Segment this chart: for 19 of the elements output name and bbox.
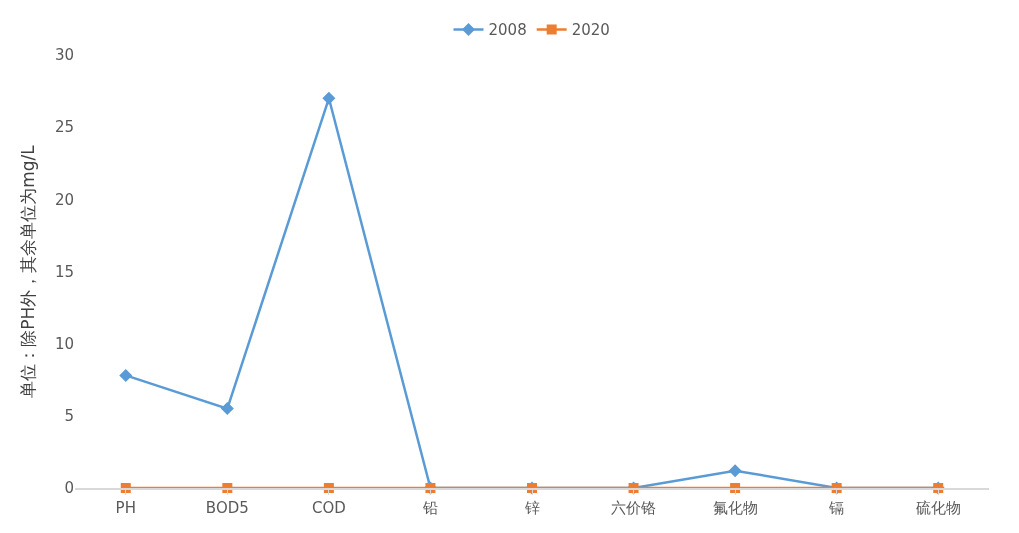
y-tick-label: 5 (64, 407, 74, 426)
y-tick-label: 30 (54, 46, 74, 65)
x-tick-label: 铅 (421, 498, 438, 517)
legend-label: 2008 (488, 21, 527, 40)
legend-label: 2020 (571, 21, 610, 40)
y-tick-label: 20 (54, 190, 74, 209)
y-tick-label: 25 (54, 118, 74, 137)
y-tick-label: 0 (64, 479, 74, 498)
x-tick-label: COD (311, 498, 346, 517)
x-tick-label: 六价铬 (611, 498, 657, 517)
x-tick-label: 硫化物 (915, 498, 961, 517)
y-tick-label: 15 (54, 262, 74, 281)
x-tick-label: PH (115, 498, 136, 517)
x-tick-label: 锌 (523, 498, 540, 517)
x-tick-label: 氟化物 (712, 498, 758, 517)
x-tick-label: 镉 (828, 498, 845, 517)
x-tick-label: BOD5 (205, 498, 249, 517)
y-axis-title: 单位：除PH外，其余单位为mg/L (18, 144, 39, 398)
y-tick-label: 10 (54, 334, 74, 353)
